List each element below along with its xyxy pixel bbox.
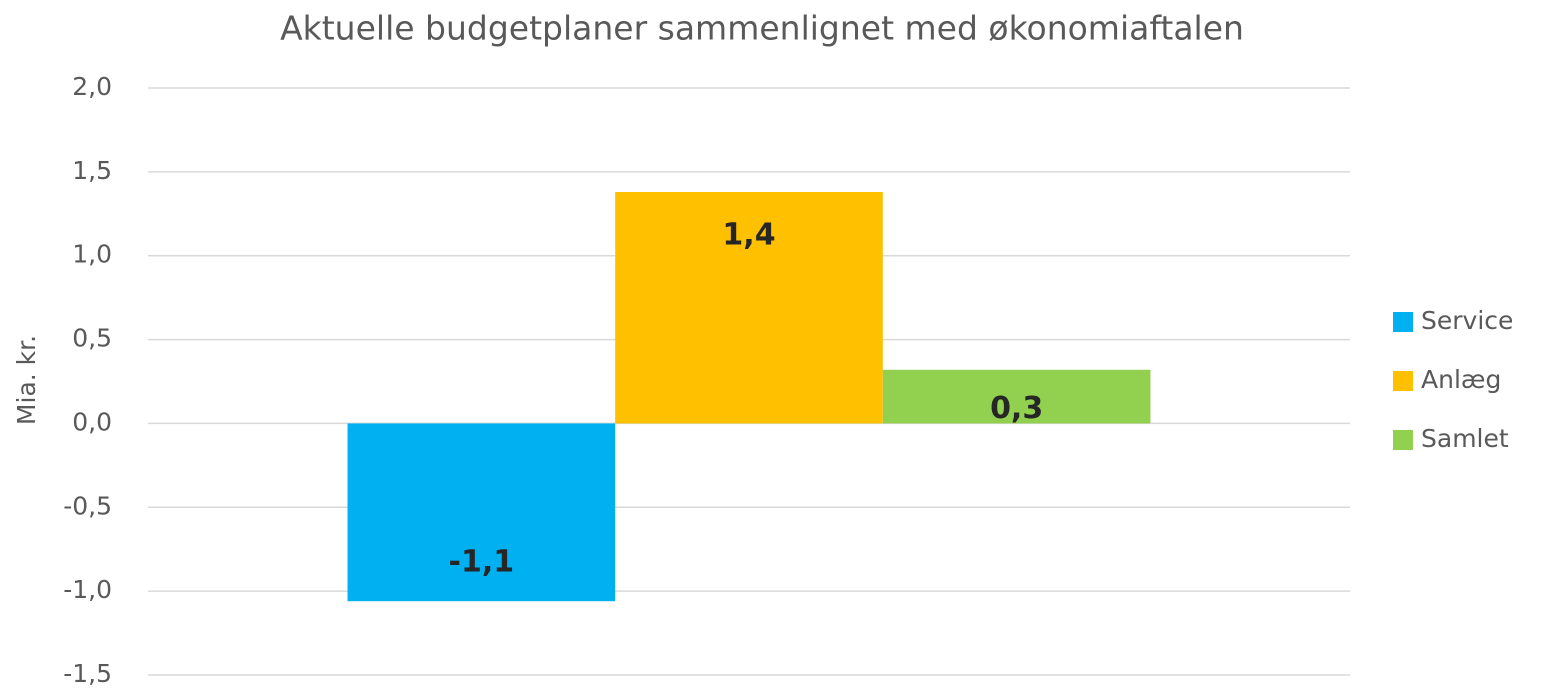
y-tick-label: 0,0	[72, 407, 112, 436]
y-tick-label: -1,0	[63, 575, 112, 604]
legend-swatch	[1393, 312, 1413, 332]
bar	[347, 423, 616, 602]
chart-title: Aktuelle budgetplaner sammenlignet med ø…	[280, 9, 1244, 48]
data-label: 1,4	[722, 217, 775, 252]
legend-label: Service	[1421, 306, 1513, 335]
data-label: -1,1	[449, 545, 515, 580]
y-tick-label: -1,5	[63, 659, 112, 688]
y-tick-label: 1,0	[72, 240, 112, 269]
y-tick-label: 2,0	[72, 72, 112, 101]
y-tick-label: 1,5	[72, 156, 112, 185]
legend-label: Samlet	[1421, 424, 1509, 453]
y-axis-label: Mia. kr.	[12, 335, 41, 425]
legend-swatch	[1393, 430, 1413, 450]
legend-label: Anlæg	[1421, 365, 1501, 394]
y-tick-label: -0,5	[63, 491, 112, 520]
data-label: 0,3	[990, 391, 1043, 426]
y-tick-label: 0,5	[72, 324, 112, 353]
bar	[882, 369, 1151, 424]
legend-swatch	[1393, 371, 1413, 391]
bar	[615, 191, 883, 424]
